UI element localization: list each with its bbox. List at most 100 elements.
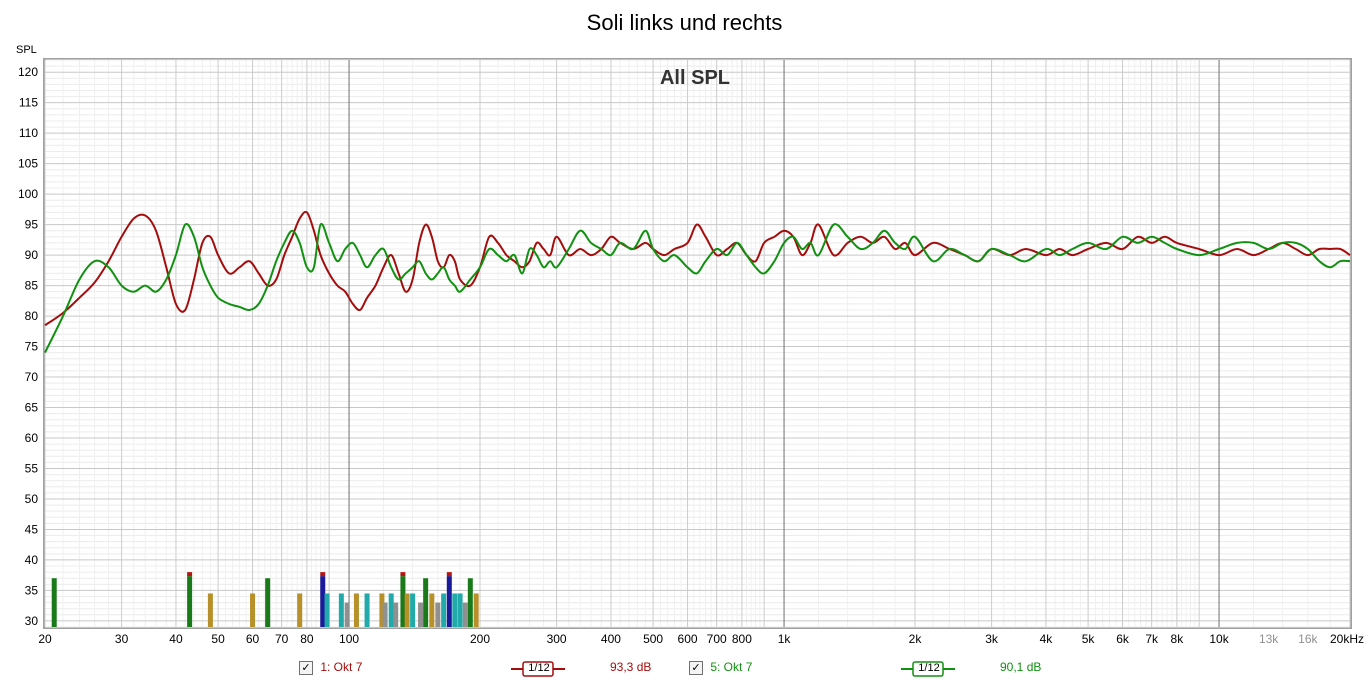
- histogram-bar: [207, 593, 213, 627]
- x-tick-label: 30: [115, 632, 129, 646]
- x-tick-label: 100: [339, 632, 359, 646]
- histogram-bar: [404, 593, 410, 627]
- minor-grid: [44, 59, 1351, 628]
- histogram-bar: [353, 593, 359, 627]
- histogram-bar: [379, 593, 385, 627]
- y-tick-label: 55: [25, 461, 39, 475]
- x-tick-label: 13k: [1259, 632, 1279, 646]
- x-tick-label: 200: [470, 632, 490, 646]
- series-1-smoothing[interactable]: 1/12: [511, 661, 565, 680]
- y-tick-label: 40: [25, 553, 39, 567]
- series-2-value: 90,1 dB: [1000, 660, 1042, 674]
- x-tick-label: 2k: [909, 632, 923, 646]
- histogram-bar: [297, 593, 303, 627]
- x-tick-label: 70: [275, 632, 289, 646]
- histogram-bar: [344, 602, 350, 627]
- histogram-bar: [51, 578, 57, 627]
- series-1-label: 1: Okt 7: [320, 660, 363, 674]
- series-2-smoothing[interactable]: 1/12: [901, 661, 955, 680]
- plot-frame: [43, 58, 1352, 629]
- chart-title: Soli links und rechts: [586, 10, 783, 35]
- y-tick-label: 90: [25, 248, 39, 262]
- x-tick-label: 40: [169, 632, 183, 646]
- x-tick-label: 80: [300, 632, 314, 646]
- histogram-bar: [446, 576, 452, 627]
- y-tick-labels: 30 35 40 45 50 55 60 65 70 75 80 85 90 95 100 105 110 115…: [18, 65, 38, 628]
- legend-item-1: ✓ 1: Okt 7: [299, 660, 362, 675]
- series-2-smoothing-label: 1/12: [918, 662, 940, 674]
- y-tick-label: 80: [25, 309, 39, 323]
- x-tick-label: 5k: [1082, 632, 1096, 646]
- x-tick-label: 600: [678, 632, 698, 646]
- x-tick-label: 16k: [1298, 632, 1318, 646]
- series-line-2: [44, 222, 1351, 354]
- y-tick-label: 85: [25, 279, 39, 293]
- histogram-bar: [423, 578, 429, 627]
- histogram-bar: [324, 593, 330, 627]
- series-line-1: [44, 210, 1351, 327]
- x-tick-label: 20kHz: [1330, 632, 1364, 646]
- series-lines: [44, 210, 1351, 354]
- histogram-bar: [462, 602, 468, 627]
- x-tick-labels: 20 30 40 50 60 70 80 100 200 300 400 500 600 700 800 1k…: [38, 632, 1364, 646]
- histogram-bar: [410, 593, 416, 627]
- histogram-bar: [338, 593, 344, 627]
- spl-chart[interactable]: 30 35 40 45 50 55 60 65 70 75 80 85 90 95 100 105 110 115…: [0, 0, 1369, 650]
- x-tick-label: 3k: [985, 632, 999, 646]
- histogram-bar: [457, 593, 463, 627]
- legend-item-2: ✓ 5: Okt 7: [689, 660, 752, 675]
- x-tick-label: 7k: [1145, 632, 1159, 646]
- x-tick-label: 10k: [1209, 632, 1229, 646]
- x-tick-label: 800: [732, 632, 752, 646]
- series-2-checkbox[interactable]: ✓: [689, 661, 703, 675]
- x-tick-label: 300: [547, 632, 567, 646]
- series-2-label: 5: Okt 7: [710, 660, 753, 674]
- y-tick-label: 95: [25, 218, 39, 232]
- y-tick-label: 105: [18, 157, 38, 171]
- histogram-bar: [452, 593, 458, 627]
- x-tick-label: 60: [246, 632, 260, 646]
- y-tick-label: 110: [19, 126, 38, 140]
- histogram-bar: [429, 593, 435, 627]
- histogram-bar: [435, 602, 441, 627]
- histogram-bar: [393, 602, 399, 627]
- histogram-bar: [250, 593, 256, 627]
- y-tick-label: 120: [18, 65, 38, 79]
- y-tick-label: 100: [18, 187, 38, 201]
- histogram-bar: [388, 593, 394, 627]
- histogram-bar-cap: [400, 572, 406, 577]
- major-grid: [45, 60, 1350, 627]
- y-axis-label: SPL: [16, 44, 37, 56]
- histogram-bar: [418, 602, 424, 627]
- series-1-smoothing-label: 1/12: [528, 662, 550, 674]
- histogram-bar: [473, 593, 479, 627]
- histogram-bars: [51, 572, 479, 627]
- x-tick-label: 6k: [1116, 632, 1130, 646]
- x-tick-label: 700: [707, 632, 727, 646]
- histogram-bar-cap: [320, 572, 326, 577]
- series-2-line-swatch: [901, 661, 955, 677]
- y-tick-label: 60: [25, 431, 39, 445]
- histogram-bar: [441, 593, 447, 627]
- histogram-bar-cap: [446, 572, 452, 577]
- x-tick-label: 20: [38, 632, 52, 646]
- histogram-bar-cap: [187, 572, 193, 577]
- x-tick-label: 4k: [1040, 632, 1054, 646]
- histogram-bar: [187, 576, 193, 627]
- x-tick-label: 8k: [1171, 632, 1185, 646]
- y-tick-label: 70: [25, 370, 39, 384]
- y-tick-label: 50: [25, 492, 39, 506]
- histogram-bar: [265, 578, 271, 627]
- series-1-line-swatch: [511, 661, 565, 677]
- histogram-bar: [320, 576, 326, 627]
- y-tick-label: 65: [25, 401, 39, 415]
- y-tick-label: 45: [25, 522, 39, 536]
- series-1-value: 93,3 dB: [610, 660, 652, 674]
- histogram-bar: [467, 578, 473, 627]
- series-1-checkbox[interactable]: ✓: [299, 661, 313, 675]
- y-tick-label: 75: [25, 340, 39, 354]
- histogram-bar: [382, 602, 388, 627]
- x-tick-label: 1k: [778, 632, 792, 646]
- x-tick-label: 50: [211, 632, 225, 646]
- histogram-bar: [400, 576, 406, 627]
